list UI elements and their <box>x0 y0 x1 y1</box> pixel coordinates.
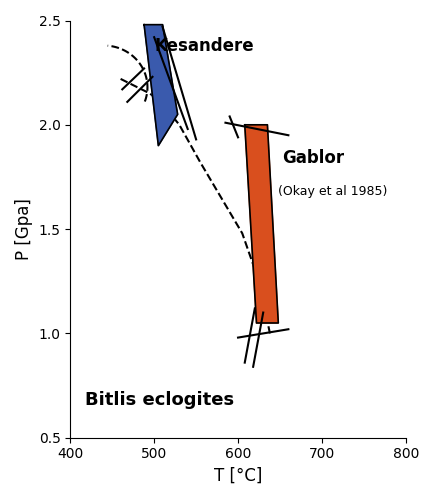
Y-axis label: P [Gpa]: P [Gpa] <box>15 198 33 260</box>
Polygon shape <box>245 125 278 323</box>
Polygon shape <box>144 24 178 146</box>
Text: Kesandere: Kesandere <box>154 36 254 54</box>
Text: Bitlis eclogites: Bitlis eclogites <box>85 391 234 409</box>
X-axis label: T [°C]: T [°C] <box>214 467 262 485</box>
Text: (Okay et al 1985): (Okay et al 1985) <box>278 185 388 198</box>
Text: Gablor: Gablor <box>283 149 345 167</box>
